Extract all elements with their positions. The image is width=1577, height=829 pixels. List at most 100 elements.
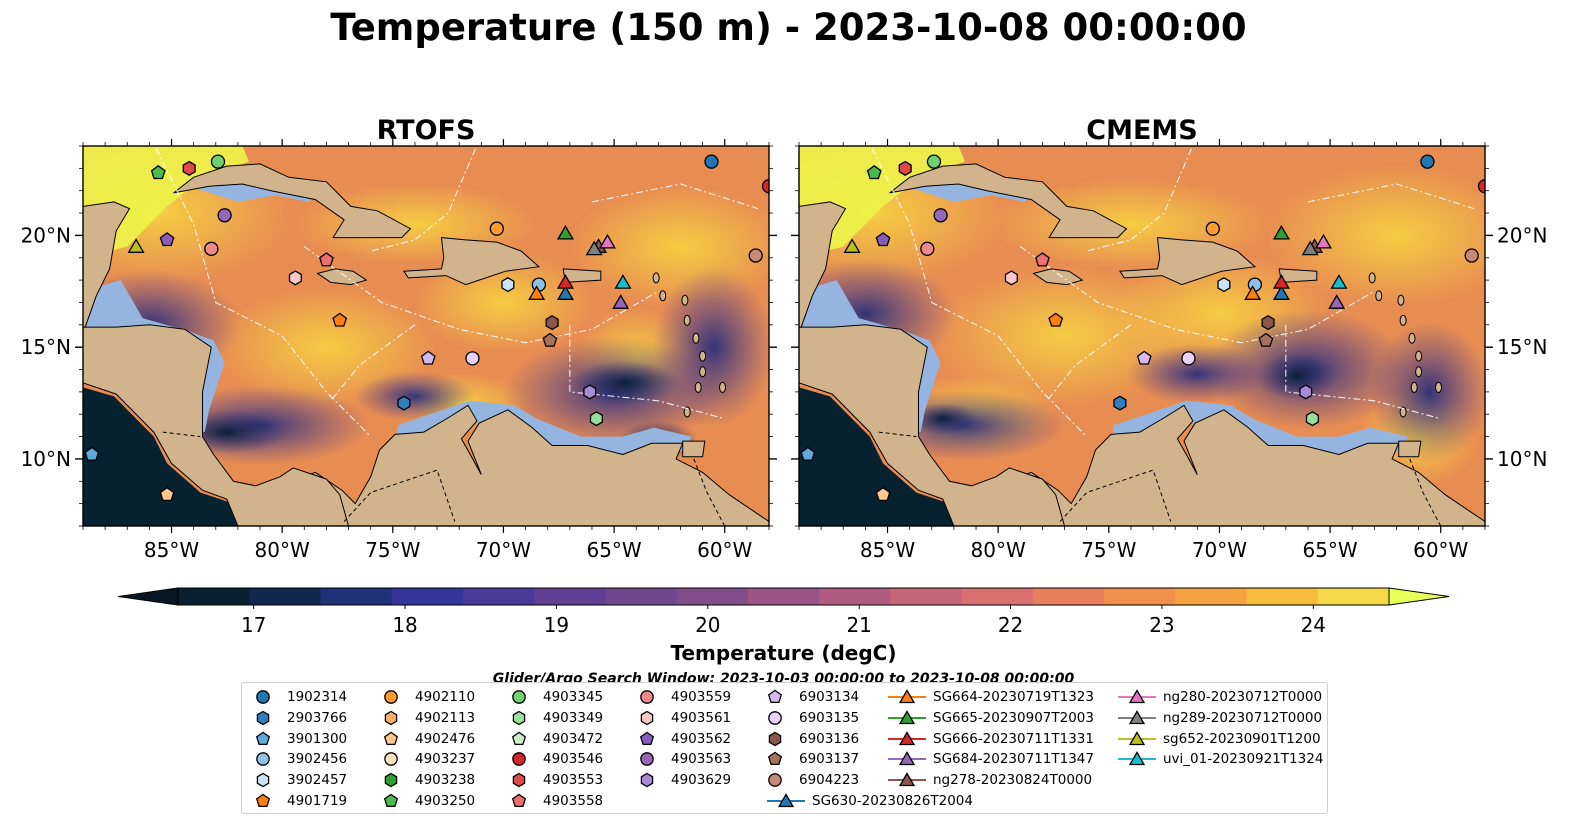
marker-6903135 bbox=[465, 351, 480, 366]
y-tick-label: 15°N bbox=[1497, 335, 1547, 359]
marker-6903137 bbox=[1258, 332, 1274, 347]
pacific-ocean bbox=[83, 387, 327, 526]
land-central-america bbox=[83, 324, 350, 526]
colorbar-segment bbox=[1175, 588, 1248, 605]
shallow-shelf bbox=[182, 181, 322, 202]
marker-6903135 bbox=[1181, 351, 1196, 366]
country-border bbox=[1059, 469, 1172, 522]
legend-label: 4903563 bbox=[671, 751, 732, 768]
colorbar-tick-label: 18 bbox=[392, 613, 417, 637]
land-central-america bbox=[799, 324, 1066, 526]
island bbox=[652, 272, 660, 284]
marker-SG630-20230826T2004 bbox=[556, 285, 574, 300]
marker-4901719 bbox=[1048, 312, 1064, 327]
legend-swatch bbox=[255, 731, 271, 745]
island bbox=[1415, 366, 1423, 378]
y-tick-label: 10°N bbox=[1497, 447, 1547, 471]
legend-swatch bbox=[640, 690, 654, 704]
island bbox=[1410, 381, 1418, 393]
colorbar-segment bbox=[1246, 588, 1319, 605]
legend-label: 3902457 bbox=[287, 772, 348, 789]
marker-4903629 bbox=[583, 384, 597, 400]
marker-ng289-20230712T0000 bbox=[585, 240, 603, 256]
marker-SG684-20230711T1347 bbox=[612, 294, 630, 309]
colorbar-segment bbox=[890, 588, 963, 605]
island bbox=[719, 381, 727, 393]
country-border bbox=[878, 431, 917, 438]
pentagon-icon bbox=[511, 793, 527, 808]
island bbox=[683, 406, 691, 418]
map-panel-rtofs: RTOFS 85°W 80°W 75°W 70°W 65°W 60°W 10°N 15°N 20°… bbox=[21, 115, 777, 562]
marker-3902457 bbox=[1217, 277, 1231, 293]
legend-swatch bbox=[640, 772, 654, 788]
colorbar-segment bbox=[249, 588, 321, 605]
legend-label: 4903546 bbox=[543, 751, 604, 768]
marker-2903766 bbox=[1113, 395, 1127, 411]
circle-icon bbox=[768, 773, 782, 788]
marker-SG684-20230711T1347 bbox=[1328, 294, 1346, 309]
land-trinidad bbox=[1398, 440, 1422, 458]
colorbar-segment bbox=[320, 588, 393, 605]
legend-label: 4901719 bbox=[287, 793, 348, 809]
colorbar-segment bbox=[1032, 588, 1105, 605]
legend-swatch bbox=[512, 690, 526, 704]
marker-4903553 bbox=[898, 160, 912, 176]
legend-swatch bbox=[384, 772, 398, 788]
x-tick-label: 60°W bbox=[697, 538, 752, 562]
circle-icon bbox=[256, 752, 270, 767]
triangle-icon bbox=[1128, 709, 1146, 724]
legend-label: 4903238 bbox=[415, 772, 476, 789]
colorbar-segment bbox=[178, 588, 250, 605]
legend-swatch bbox=[511, 731, 527, 745]
panel-title: CMEMS bbox=[1086, 115, 1197, 146]
marker-uvi_01-20230921T1324 bbox=[1330, 274, 1348, 289]
hexagon-icon bbox=[640, 772, 654, 788]
marker-4903250 bbox=[150, 164, 166, 180]
legend-swatch bbox=[888, 772, 926, 787]
marker-6903137 bbox=[542, 332, 558, 347]
legend-label: 4902476 bbox=[415, 730, 476, 747]
marker-4903561 bbox=[1004, 270, 1018, 286]
marker-4903559 bbox=[204, 241, 219, 256]
legend-swatch bbox=[256, 752, 270, 767]
legend-swatch bbox=[256, 710, 270, 726]
eez-boundary bbox=[370, 146, 478, 252]
legend-label: 4903553 bbox=[543, 772, 604, 789]
legend-label: 3901300 bbox=[287, 730, 348, 747]
legend-label: sg652-20230901T1200 bbox=[1163, 730, 1321, 747]
marker-4901719 bbox=[332, 312, 348, 327]
legend-swatch bbox=[888, 751, 926, 766]
triangle-icon bbox=[1128, 751, 1146, 766]
x-tick-label: 85°W bbox=[144, 538, 199, 562]
pentagon-icon bbox=[767, 751, 783, 766]
y-tick-label: 10°N bbox=[21, 447, 71, 471]
colorbar-segment bbox=[819, 588, 891, 605]
eez-boundary bbox=[569, 324, 725, 420]
colorbar-segment bbox=[747, 588, 820, 605]
legend-label: 4903250 bbox=[415, 793, 476, 809]
eez-boundary bbox=[1285, 324, 1441, 420]
legend-label: SG630-20230826T2004 bbox=[812, 793, 973, 809]
colorbar-tick-label: 17 bbox=[241, 613, 266, 637]
pentagon-icon bbox=[255, 793, 271, 808]
island bbox=[692, 332, 700, 344]
eez-boundary bbox=[591, 183, 759, 210]
marker-4903349 bbox=[589, 411, 603, 427]
marker-3902457 bbox=[501, 277, 515, 293]
land-south-america bbox=[237, 404, 769, 526]
triangle-icon bbox=[898, 751, 916, 766]
legend: 1902314 2903766 3901300 3902456 3902457 49017… bbox=[241, 682, 1328, 814]
colorbar-segment bbox=[961, 588, 1034, 605]
island bbox=[699, 350, 707, 362]
land-hispaniola bbox=[1119, 237, 1257, 286]
x-tick-label: 60°W bbox=[1413, 538, 1468, 562]
legend-swatch bbox=[384, 710, 398, 726]
legend-swatch bbox=[512, 710, 526, 726]
panel-title: RTOFS bbox=[377, 115, 476, 146]
legend-swatch bbox=[512, 772, 526, 788]
marker-4902476 bbox=[159, 486, 175, 502]
circle-icon bbox=[384, 752, 398, 767]
hexagon-icon bbox=[640, 710, 654, 726]
country-border bbox=[343, 469, 456, 522]
